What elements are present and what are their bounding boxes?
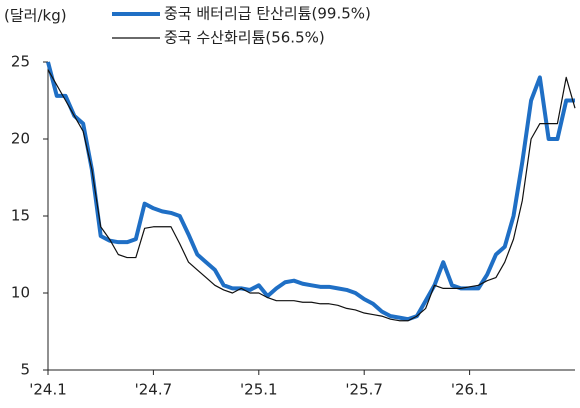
y-tick-label: 20: [11, 130, 30, 148]
y-tick-label: 15: [11, 207, 30, 225]
series-line: [46, 61, 575, 322]
x-tick-label: '25.1: [240, 381, 278, 399]
x-tick-label: '26.1: [451, 381, 489, 399]
x-tick-label: '24.7: [135, 381, 173, 399]
legend-label: 중국 배터리급 탄산리튬(99.5%): [164, 5, 371, 23]
x-tick-label: '24.1: [29, 381, 67, 399]
y-tick-label: 10: [11, 284, 30, 302]
legend-label: 중국 수산화리튬(56.5%): [164, 29, 325, 47]
y-unit: (달러/kg): [4, 7, 67, 25]
series-line: [47, 69, 576, 322]
y-tick-label: 25: [11, 53, 30, 71]
y-tick-label: 5: [20, 361, 30, 379]
x-tick-label: '25.7: [345, 381, 383, 399]
